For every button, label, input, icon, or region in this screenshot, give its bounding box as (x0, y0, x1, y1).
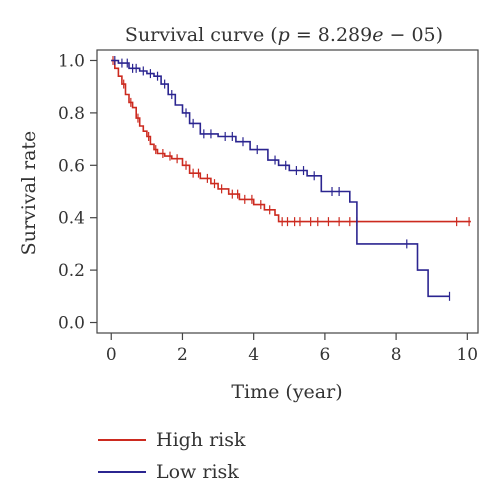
y-axis-title: Survival rate (18, 131, 40, 256)
y-axis: 0.0 0.2 0.4 0.6 0.8 1.0 (58, 51, 97, 334)
y-tick-label-3: 0.6 (58, 156, 85, 176)
plot-frame (96, 49, 479, 334)
y-tick-label-0: 0.0 (58, 314, 85, 334)
x-tick-label-5: 10 (456, 345, 478, 365)
y-tick-label-5: 1.0 (58, 51, 85, 71)
chart-title: Survival curve (p = 8.289e − 05) (125, 24, 443, 46)
x-axis: 0 2 4 6 8 10 (106, 333, 478, 365)
series-line-high-risk (111, 59, 471, 223)
chart-title-suffix: − 05) (383, 24, 443, 46)
x-tick-label-4: 8 (391, 345, 402, 365)
chart-title-equals: = 8.289 (290, 24, 372, 46)
legend: High risk Low risk (98, 429, 246, 483)
chart-title-e: e (372, 24, 383, 46)
x-tick-label-2: 4 (248, 345, 259, 365)
y-tick-label-1: 0.2 (58, 261, 85, 281)
series-layer (111, 55, 471, 301)
chart-title-p: p (278, 24, 290, 46)
series-line-low-risk (111, 59, 450, 298)
x-tick-label-1: 2 (177, 345, 188, 365)
y-tick-label-2: 0.4 (58, 209, 85, 229)
legend-label-high-risk: High risk (156, 429, 246, 451)
y-tick-label-4: 0.8 (58, 104, 85, 124)
x-axis-title: Time (year) (231, 381, 342, 403)
legend-label-low-risk: Low risk (156, 461, 239, 483)
x-tick-label-0: 0 (106, 345, 117, 365)
x-tick-label-3: 6 (319, 345, 330, 365)
chart-title-prefix: Survival curve ( (125, 24, 278, 46)
